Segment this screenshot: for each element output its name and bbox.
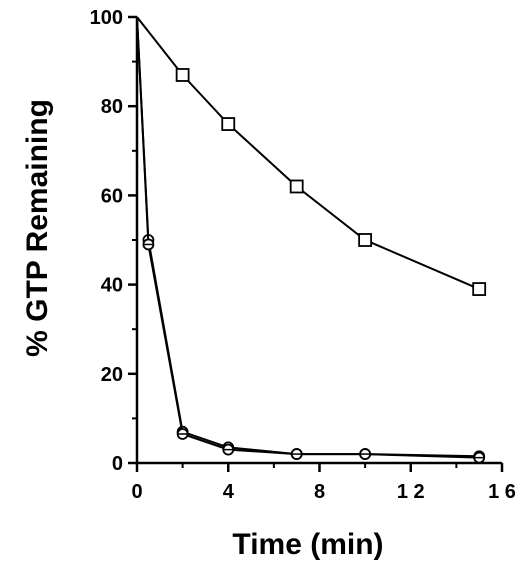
data-point [175, 68, 190, 82]
x-tick-label: 4 [223, 481, 235, 503]
series-square [136, 16, 487, 296]
data-point [358, 233, 373, 247]
x-tick-label: 1 6 [488, 481, 516, 503]
data-point [472, 282, 487, 296]
x-tick-label: 1 2 [397, 481, 425, 503]
x-axis-title: Time (min) [232, 528, 383, 561]
series-open-circle [136, 16, 486, 463]
y-tick-label: 20 [101, 364, 123, 386]
y-tick-label: 40 [101, 275, 123, 297]
y-tick-label: 0 [112, 453, 123, 475]
y-tick-label: 100 [90, 7, 123, 29]
series-crossed-circle [136, 16, 486, 464]
series-line [136, 16, 480, 291]
x-tick-label: 0 [131, 481, 142, 503]
axes-layer: 0 20 40 60 80 100 0 4 8 1 2 1 6 [90, 7, 516, 503]
series-line [136, 16, 480, 458]
series-layer [136, 16, 487, 464]
y-tick-label: 80 [101, 96, 123, 118]
y-axis-title: % GTP Remaining [21, 99, 54, 357]
data-point [221, 117, 236, 131]
x-tick-label: 8 [314, 481, 325, 503]
series-line [136, 16, 480, 459]
data-point [289, 179, 304, 194]
y-tick-label: 60 [101, 185, 123, 207]
